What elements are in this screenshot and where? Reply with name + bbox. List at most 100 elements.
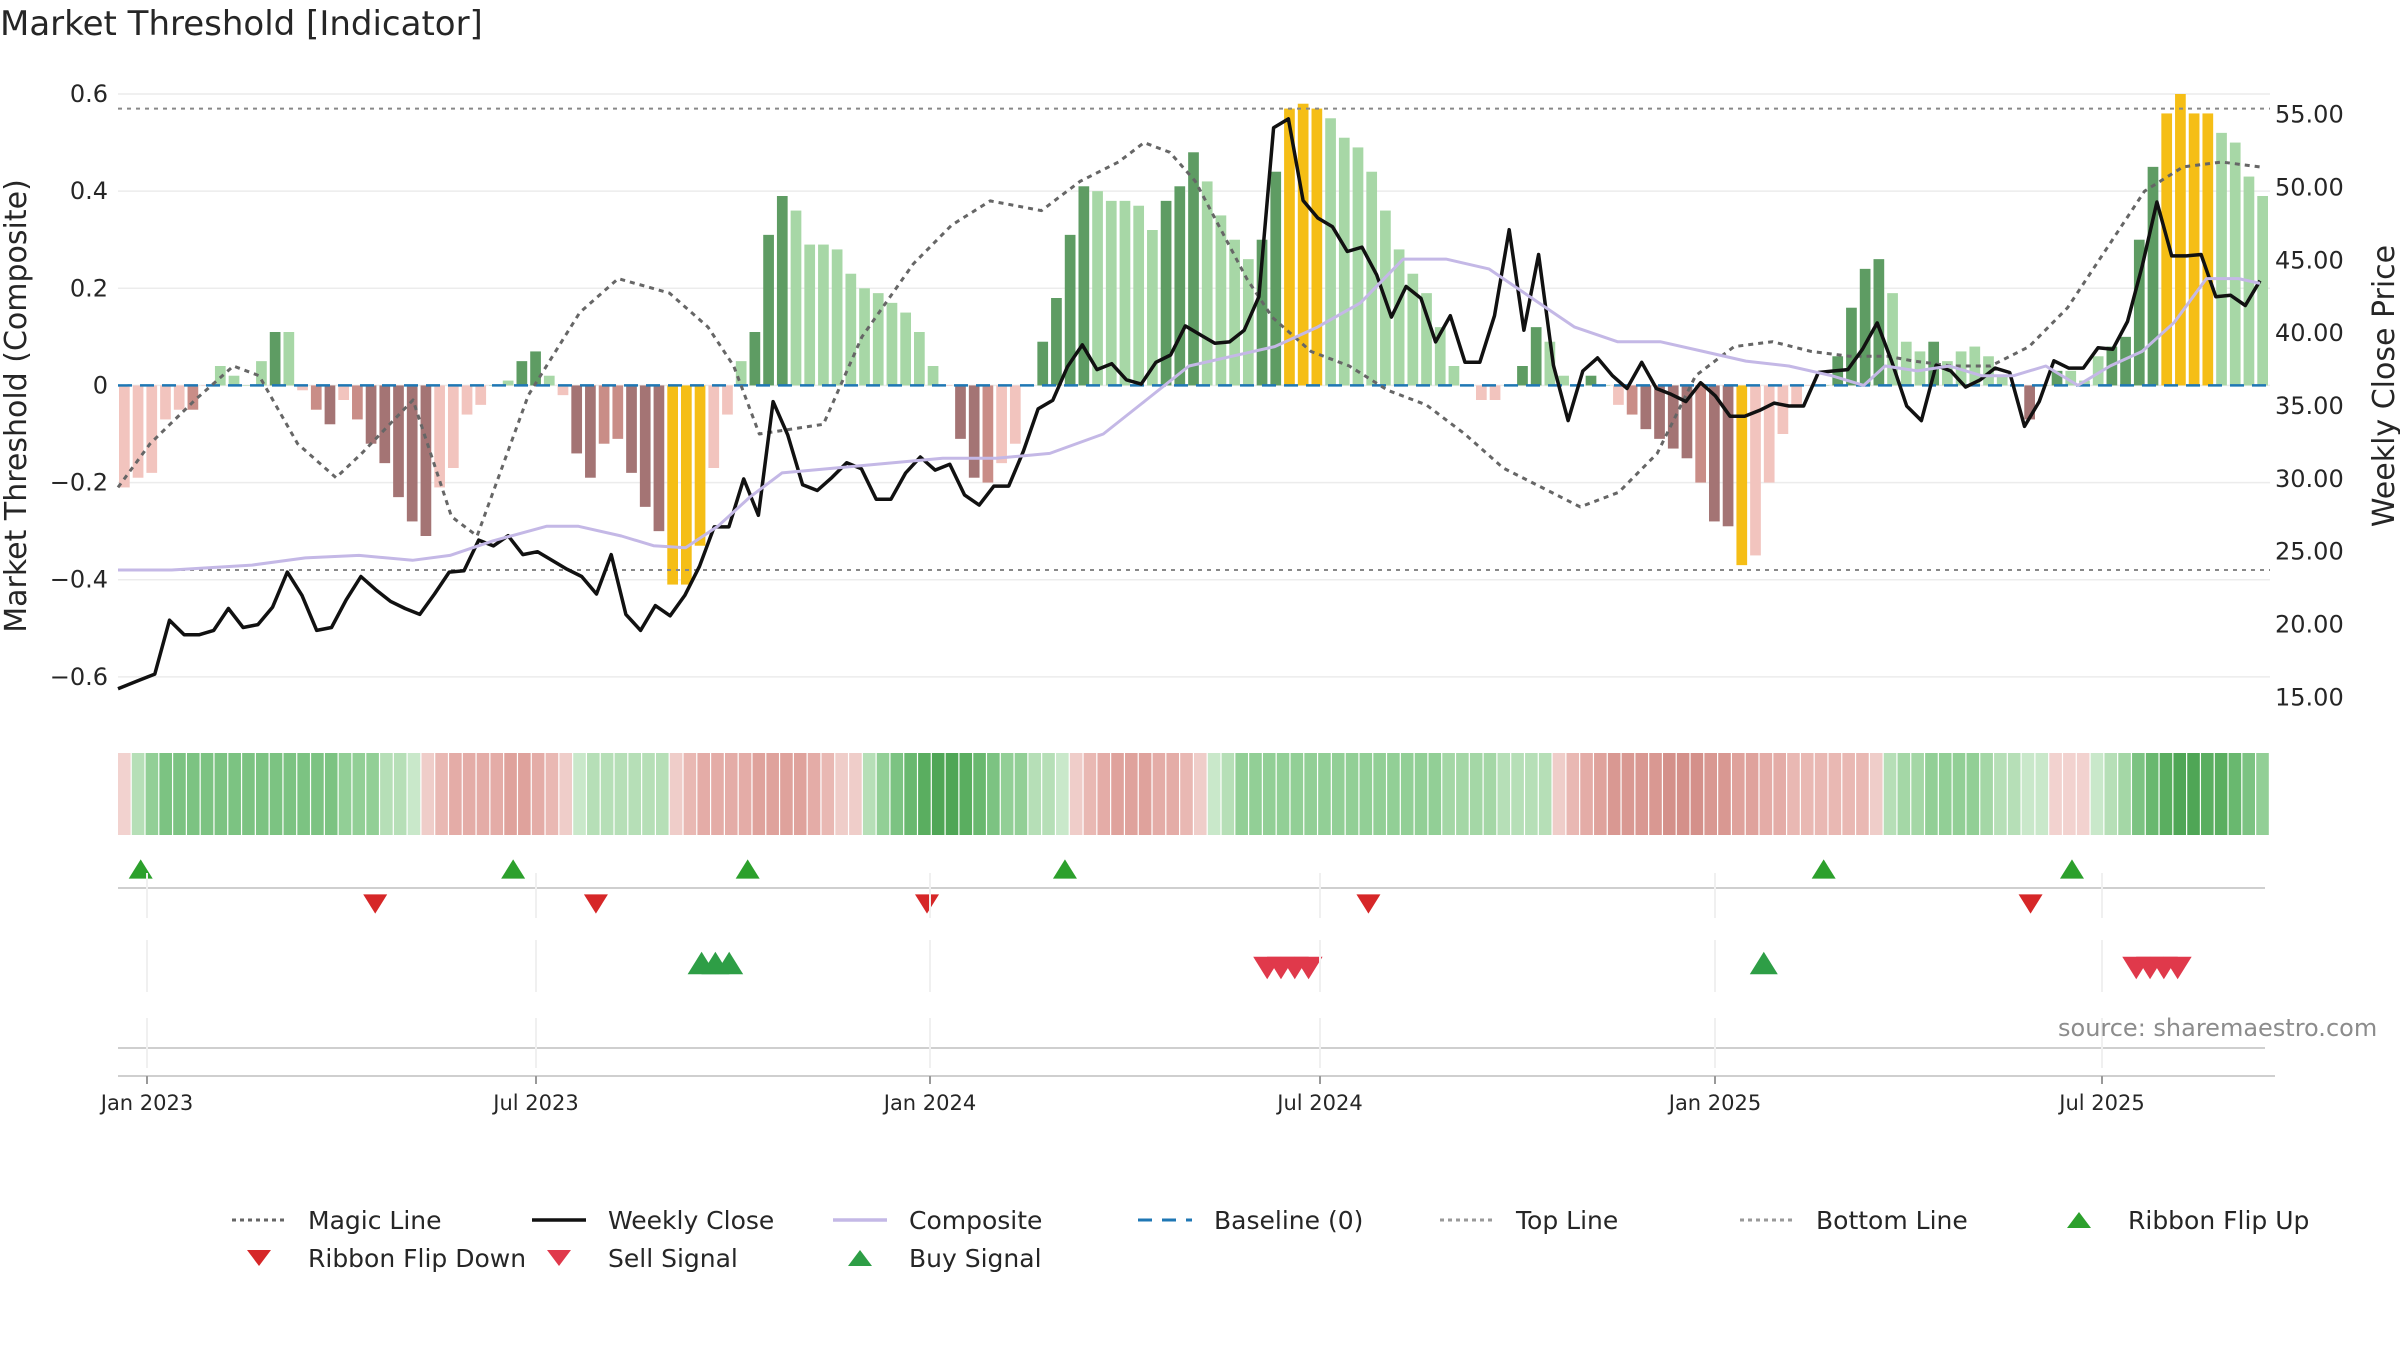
left-tick-label: 0 — [93, 371, 108, 399]
ribbon-cell — [352, 753, 366, 835]
ribbon-flip-down-marker — [2018, 894, 2043, 914]
date-tick-label: Jan 2025 — [1667, 1091, 1762, 1115]
left-tick-label: 0.4 — [70, 177, 108, 205]
ribbon-cell — [311, 753, 324, 835]
ribbon-cell — [159, 753, 172, 835]
legend-swatch-icon — [831, 1248, 889, 1268]
date-axis: Jan 2023 Jul 2023 Jan 2024 Jul 2024 Jan 2025… — [99, 873, 2275, 1115]
composite-bar — [2120, 336, 2131, 386]
composite-bar — [1681, 385, 1693, 459]
composite-bar — [1147, 230, 1158, 386]
composite-bar — [1037, 341, 1049, 386]
composite-bar — [1736, 385, 1748, 566]
ribbon-cell — [1938, 753, 1952, 835]
composite-bar — [1928, 341, 1940, 386]
composite-bar — [1215, 215, 1227, 386]
ribbon-cell — [1869, 753, 1883, 835]
ribbon-cell — [2159, 753, 2173, 835]
legend-label: Baseline (0) — [1214, 1205, 1364, 1235]
composite-bar — [502, 380, 514, 386]
composite-bar — [1078, 186, 1090, 386]
composite-bar — [1393, 249, 1405, 386]
ribbon-cell — [1842, 753, 1855, 835]
ribbon-cell — [1373, 753, 1386, 835]
composite-bar — [2257, 196, 2268, 386]
composite-bar — [1105, 200, 1117, 386]
composite-bar — [1092, 191, 1103, 386]
composite-bar — [859, 288, 870, 386]
ribbon-cell — [973, 753, 986, 835]
ribbon-cell — [876, 753, 890, 835]
composite-bar — [694, 385, 706, 546]
composite-bar — [1325, 118, 1336, 386]
ribbon-cell — [1925, 753, 1938, 835]
legend-swatch-icon — [530, 1210, 588, 1230]
ribbon-cell — [1166, 753, 1180, 835]
composite-bar — [187, 385, 199, 410]
ribbon-cell — [435, 753, 448, 835]
right-tick-label: 25.00 — [2275, 538, 2344, 566]
ribbon-cell — [945, 753, 959, 835]
legend-label: Top Line — [1516, 1205, 1619, 1235]
ribbon-cell — [1097, 753, 1111, 835]
ribbon-cell — [421, 753, 435, 835]
composite-bar — [1119, 200, 1131, 386]
ribbon-cell — [2201, 753, 2214, 835]
composite-bar — [845, 273, 857, 386]
ribbon-cell — [1952, 753, 1966, 835]
composite-bar — [680, 385, 692, 585]
series-line-magic-line — [116, 141, 2261, 538]
ribbon-cell — [1414, 753, 1428, 835]
composite-bar — [447, 385, 459, 468]
right-tick-label: 40.00 — [2275, 319, 2344, 347]
composite-bar — [1983, 356, 1994, 386]
ribbon-cell — [904, 753, 917, 835]
composite-bar — [1160, 200, 1172, 386]
ribbon-cell — [2118, 753, 2131, 835]
sell-signal-marker — [2163, 956, 2192, 980]
ribbon-cell — [559, 753, 573, 835]
composite-bar — [626, 385, 637, 473]
ribbon-cell — [2228, 753, 2242, 835]
ribbon-flip-up-marker — [501, 859, 526, 879]
legend-label: Bottom Line — [1816, 1205, 1968, 1235]
composite-bar — [283, 332, 295, 386]
ribbon-cell — [1897, 753, 1911, 835]
composite-bar — [1256, 239, 1268, 386]
ribbon-cell — [1400, 753, 1414, 835]
composite-bar — [1709, 385, 1720, 522]
ribbon-cell — [366, 753, 379, 835]
composite-bar — [228, 375, 240, 386]
ribbon-cell — [1773, 753, 1786, 835]
composite-bar — [790, 210, 802, 386]
legend-label: Ribbon Flip Down — [308, 1243, 527, 1273]
composite-bar — [1613, 385, 1624, 405]
ribbon-cell — [1069, 753, 1083, 835]
composite-bar — [886, 302, 898, 386]
composite-bar — [1284, 108, 1295, 386]
composite-bar — [1846, 307, 1857, 386]
ribbon-cell — [1552, 753, 1566, 835]
composite-bar — [2229, 142, 2241, 386]
date-tick-label: Jul 2024 — [1275, 1091, 1362, 1115]
ribbon-cell — [1194, 753, 1207, 835]
composite-bar — [585, 385, 596, 478]
ribbon-cell — [738, 753, 752, 835]
ribbon-cell — [1207, 753, 1221, 835]
composite-bar — [1421, 293, 1432, 386]
series-line-composite — [118, 257, 2261, 572]
legend-swatch-icon — [1136, 1210, 1194, 1230]
composite-bar — [1969, 346, 1981, 386]
composite-bar — [1667, 385, 1679, 449]
ribbon-cell — [1690, 753, 1704, 835]
composite-bar — [1914, 351, 1926, 386]
composite-bar — [530, 351, 541, 386]
ribbon-cell — [2256, 753, 2269, 835]
composite-bars — [119, 94, 2268, 585]
ribbon-flip-down-marker — [915, 894, 939, 914]
ribbon-cell — [1856, 753, 1869, 835]
ribbon-cell — [1469, 753, 1483, 835]
composite-bar — [420, 385, 432, 536]
ribbon-cell — [1828, 753, 1842, 835]
ribbon-cell — [573, 753, 586, 835]
